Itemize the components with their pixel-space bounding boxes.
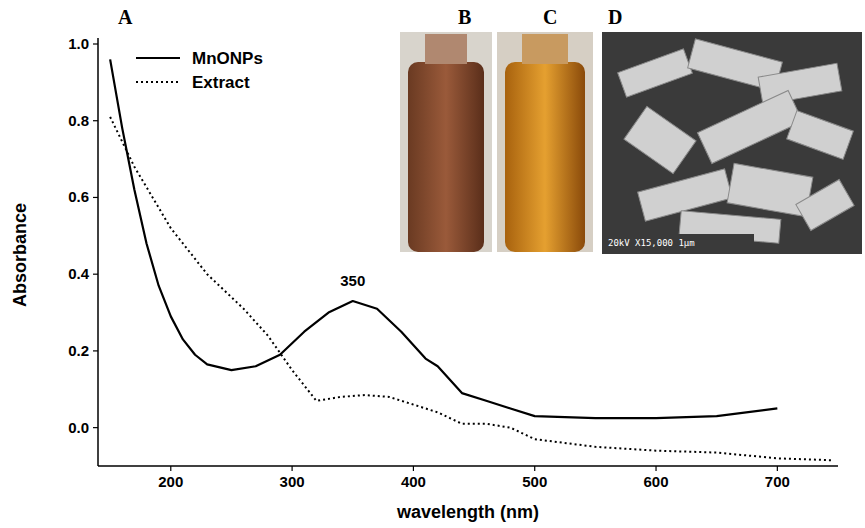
- x-tick: [655, 466, 656, 471]
- x-tick-label: 700: [765, 473, 790, 490]
- inset-sem: [602, 32, 862, 254]
- y-tick: [93, 197, 98, 198]
- y-tick-label: 0.4: [68, 265, 90, 282]
- y-tick: [93, 427, 98, 428]
- x-tick-label: 600: [644, 473, 669, 490]
- series-line: [110, 59, 777, 418]
- y-tick-label: 1.0: [68, 35, 89, 52]
- series-line: [110, 117, 832, 460]
- x-tick: [534, 466, 535, 471]
- plot-area: [110, 59, 832, 460]
- crystal: [618, 49, 693, 97]
- sem-caption: 20kV X15,000 1μm: [608, 238, 695, 248]
- bottle: [505, 62, 585, 252]
- inset-photo: [497, 32, 593, 252]
- x-tick-label: 300: [280, 473, 305, 490]
- x-axis-title: wavelength (nm): [396, 502, 539, 522]
- crystal: [624, 106, 696, 173]
- legend-swatch: [136, 57, 180, 59]
- chart: 20kV X15,000 1μm A B C D 200 300 400 500 600 700 0.…: [0, 0, 865, 528]
- bottle-neck: [425, 34, 467, 64]
- legend-label: Extract: [192, 73, 250, 92]
- legend-swatch: [136, 81, 180, 83]
- x-tick-label: 500: [522, 473, 547, 490]
- crystal: [796, 180, 854, 231]
- y-tick: [93, 120, 98, 121]
- y-axis-title: Absorbance: [10, 203, 30, 307]
- x-tick-label: 200: [158, 473, 183, 490]
- annotation: 350: [340, 272, 365, 289]
- panel-label: A: [118, 6, 133, 28]
- inset-photo: [400, 32, 492, 252]
- x-axis: [98, 465, 838, 467]
- y-tick-label: 0.2: [68, 342, 89, 359]
- x-tick: [170, 466, 171, 471]
- y-tick-label: 0.0: [68, 419, 89, 436]
- panel-label: C: [543, 6, 557, 28]
- x-tick: [291, 466, 292, 471]
- bottle-neck: [522, 34, 568, 64]
- crystal: [787, 111, 854, 160]
- sem-bar: [604, 234, 754, 250]
- y-tick-label: 0.8: [68, 112, 89, 129]
- y-tick: [93, 274, 98, 275]
- y-tick: [93, 43, 98, 44]
- y-axis: [97, 38, 99, 466]
- legend-label: MnONPs: [192, 49, 263, 68]
- x-tick: [413, 466, 414, 471]
- y-tick-label: 0.6: [68, 188, 89, 205]
- bottle: [408, 62, 484, 252]
- y-tick: [93, 350, 98, 351]
- crystal: [698, 90, 803, 163]
- x-tick-label: 400: [401, 473, 426, 490]
- x-tick: [777, 466, 778, 471]
- panel-label: B: [458, 6, 471, 28]
- panel-label: D: [608, 6, 622, 28]
